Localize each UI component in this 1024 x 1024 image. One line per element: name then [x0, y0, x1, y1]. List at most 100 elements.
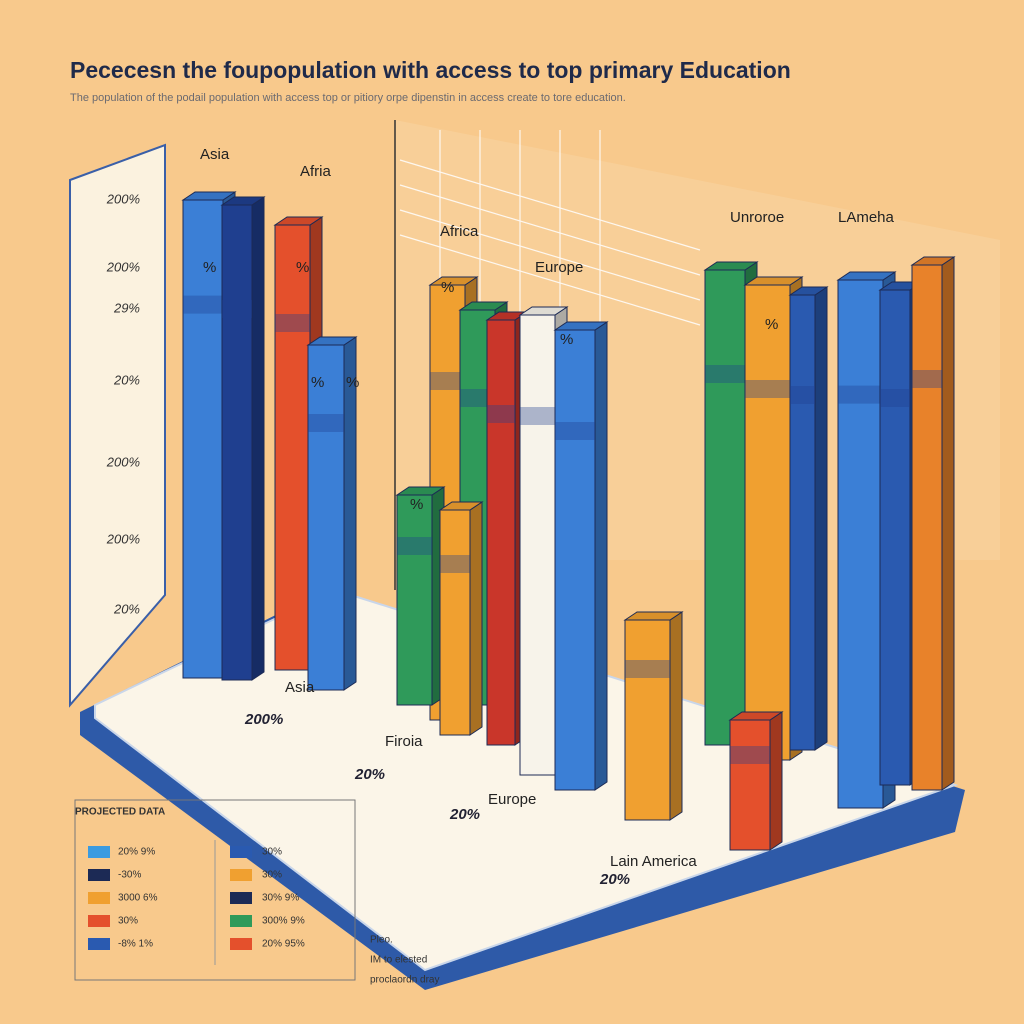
bar-stripe — [520, 407, 555, 425]
bar-stripe — [275, 314, 310, 332]
base-name: Asia — [285, 679, 315, 696]
bar-front — [837, 279, 884, 809]
bar-side — [594, 321, 608, 791]
bar-stripe — [625, 660, 670, 678]
bar-front — [911, 264, 943, 791]
bar-top — [553, 321, 609, 331]
base-value: 20% — [449, 806, 480, 823]
bar-side — [669, 611, 683, 821]
region-label: Europe — [535, 259, 583, 276]
bar-top — [788, 286, 829, 296]
base-name: Firoia — [385, 733, 423, 750]
legend-entry: 30% 9% — [262, 893, 299, 904]
bar-label: % — [765, 316, 778, 333]
bar-stripe — [487, 405, 515, 423]
legend-swatch — [230, 846, 252, 858]
bar-stripe — [555, 422, 595, 440]
bar-front — [307, 344, 345, 691]
title: Pececesn the foupopulation with access t… — [70, 57, 791, 83]
legend-entry: -30% — [118, 870, 141, 881]
bar-front — [729, 719, 771, 851]
bar-stripe — [397, 537, 432, 555]
bar-stripe — [705, 365, 745, 383]
bar-top — [623, 611, 684, 621]
legend-box — [74, 799, 356, 981]
bar-stripe — [838, 385, 883, 404]
legend-swatch — [88, 869, 110, 881]
bar-top — [395, 486, 446, 496]
bar-label: % — [560, 331, 573, 348]
base-value: 20% — [354, 766, 385, 783]
legend-entry: 30% — [262, 870, 282, 881]
subtitle: The population of the podail population … — [70, 92, 626, 104]
bar-top — [438, 501, 484, 511]
region-label: Africa — [440, 223, 479, 240]
base-value: 20% — [599, 871, 630, 888]
bar-front — [789, 294, 816, 751]
bar-label: % — [346, 374, 359, 391]
bar-stripe — [880, 389, 910, 407]
note: Pleo. — [370, 935, 393, 946]
bar-stripe — [222, 300, 252, 318]
bar-top — [910, 256, 956, 266]
bar-label: % — [410, 496, 423, 513]
bar-top — [836, 271, 897, 281]
bar-stripe — [790, 386, 815, 404]
legend-entry: 300% 9% — [262, 916, 305, 927]
legend-entry: 30% — [262, 847, 282, 858]
bar-front — [274, 224, 311, 671]
legend-swatch — [88, 892, 110, 904]
bar-front — [879, 289, 911, 786]
bar-side — [941, 256, 955, 791]
bar-top — [743, 276, 804, 286]
bar-stripe — [460, 389, 495, 407]
note: IM to elested — [370, 955, 427, 966]
base-name: Lain America — [610, 853, 697, 870]
region-label: LAmeha — [838, 209, 895, 226]
bar-stripe — [183, 295, 223, 314]
region-label: Unroroe — [730, 209, 784, 226]
base-name: Europe — [488, 791, 536, 808]
axis-panel — [69, 143, 166, 708]
bar-front — [439, 509, 471, 736]
bar-side — [469, 501, 483, 736]
bar-top — [458, 301, 509, 311]
bar-top — [306, 336, 358, 346]
legend-swatch — [88, 846, 110, 858]
bar-front — [624, 619, 671, 821]
bar-top — [273, 216, 324, 226]
bar-top — [220, 196, 266, 206]
bar-front — [221, 204, 253, 681]
bar-side — [769, 711, 783, 851]
bar-top — [428, 276, 479, 286]
bar-top — [728, 711, 784, 721]
bars — [181, 191, 956, 851]
bar-side — [814, 286, 828, 751]
axis-label: 29% — [113, 300, 140, 315]
legend-swatch — [88, 915, 110, 927]
bar-label: % — [311, 374, 324, 391]
base-value: 200% — [244, 711, 283, 728]
legend-entry: 30% — [118, 916, 138, 927]
axis-label: 200% — [106, 191, 140, 206]
bar-front — [704, 269, 746, 746]
bar-label: % — [296, 259, 309, 276]
bar-front — [519, 314, 556, 776]
bar-front — [554, 329, 596, 791]
bar-stripe — [745, 380, 790, 398]
bar-top — [181, 191, 237, 201]
bar-front — [744, 284, 791, 761]
legend-entry: -8% 1% — [118, 939, 153, 950]
bar-stripe — [730, 746, 770, 764]
bar-top — [518, 306, 569, 316]
legend-swatch — [88, 938, 110, 950]
bar-stripe — [440, 555, 470, 573]
bar-front — [486, 319, 516, 746]
bar-label: % — [441, 279, 454, 296]
legend-swatch — [230, 915, 252, 927]
bar-stripe — [430, 372, 465, 390]
legend-entry: 20% 95% — [262, 939, 305, 950]
legend-swatch — [230, 869, 252, 881]
